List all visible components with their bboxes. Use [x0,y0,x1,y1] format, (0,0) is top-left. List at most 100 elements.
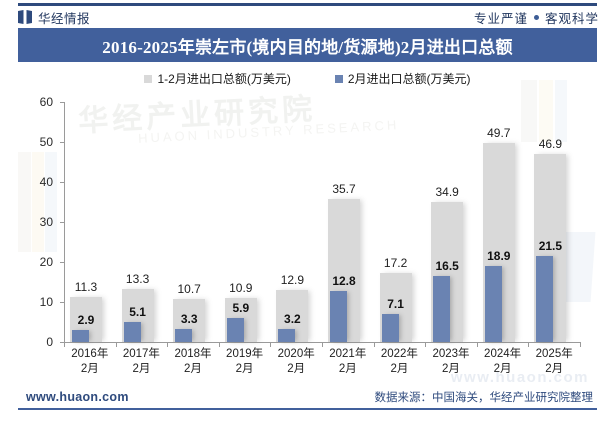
chart-legend: 1-2月进出口总额(万美元) 2月进出口总额(万美元) [18,70,597,87]
bar-group[interactable]: 10.7 3.3 [167,102,219,342]
x-tick-mark [580,342,581,347]
bar-total-value-label: 35.7 [332,182,356,197]
bar-month[interactable] [381,313,399,342]
x-axis-label: 2020年 2月 [270,347,322,377]
x-axis-label-line: 2016年 [71,348,109,360]
bar-month[interactable] [175,328,193,342]
bar-total-value-label: 17.2 [383,256,408,271]
bar-total-value-label: 34.9 [435,185,459,200]
bar-month[interactable] [123,321,141,342]
bar-total-value-label: 13.3 [125,271,150,286]
bar-month-value-label: 3.2 [284,312,301,327]
legend-item-1[interactable]: 2月进出口总额(万美元) [334,70,471,87]
bar-group[interactable]: 34.9 16.5 [425,102,477,342]
top-divider [18,3,597,6]
x-tick-mark [528,342,529,347]
brand-label: 华经情报 [38,11,91,26]
x-axis-label: 2021年 2月 [322,347,374,377]
x-axis-label: 2023年 2月 [425,347,477,377]
bar-month[interactable] [433,276,451,342]
x-axis-label-line: 2月 [545,363,564,375]
x-axis-label-line: 2月 [184,363,202,375]
y-tick-label: 30 [39,215,53,229]
x-axis-label: 2016年 2月 [64,347,116,377]
bar-month-value-label: 2.9 [77,313,95,328]
footer-divider [18,408,597,410]
bar-group[interactable]: 17.2 7.1 [374,102,426,342]
bar-group[interactable]: 13.3 5.1 [116,102,168,342]
x-axis-label: 2017年 2月 [116,347,168,377]
x-tick-mark [425,342,426,347]
legend-label: 2月进出口总额(万美元) [347,72,471,86]
x-tick-mark [116,342,117,347]
y-tick-mark: 20 [40,255,64,269]
x-axis-labels: 2016年 2月 2017年 2月 2018年 2月 2019年 2月 2020年 2月 2021年… [64,347,580,383]
bar-month-value-label: 5.1 [129,304,146,319]
bar-total-value-label: 12.9 [280,273,305,288]
site-header: 华经情报 专业严谨 客观科学 [0,6,615,28]
y-tick-label: 10 [39,295,53,309]
x-tick-mark [374,342,375,347]
bar-month[interactable] [72,330,89,342]
bullet-dot-icon [533,15,539,20]
x-axis-label-line: 2020年 [277,348,315,360]
brand[interactable]: 华经情报 [18,8,90,27]
x-axis-label: 2019年 2月 [219,347,271,377]
x-tick-mark [270,342,271,347]
x-axis-label: 2018年 2月 [167,347,219,377]
x-axis-label-line: 2018年 [174,348,212,360]
bar-month[interactable] [484,266,502,342]
bar-month[interactable] [226,318,244,342]
chart-area: 华经产业研究院 HUAON INDUSTRY RESEARCH www.huao… [18,62,597,392]
x-tick-mark [167,342,168,347]
legend-swatch-icon [144,74,153,83]
bar-series-container: 11.3 2.9 13.3 5.1 10.7 3.3 10.9 5.9 12.9 3.2 35.7 1… [64,102,580,342]
x-axis-label-line: 2月 [442,363,460,375]
y-tick-mark: 10 [40,295,64,309]
x-axis-label-line: 2月 [132,363,151,375]
bar-group[interactable]: 46.9 21.5 [528,102,580,342]
x-axis-label-line: 2022年 [380,348,418,360]
x-tick-mark [477,342,478,347]
footer-url[interactable]: www.huaon.com [26,390,129,404]
bar-month[interactable] [536,256,554,342]
x-axis-label-line: 2019年 [226,348,264,360]
x-axis-label-line: 2月 [390,363,409,375]
bar-group[interactable]: 11.3 2.9 [64,102,116,342]
bar-month-value-label: 3.3 [180,311,198,326]
bar-month-value-label: 5.9 [232,301,250,316]
watermark-left-bars [18,152,58,252]
bar-month-value-label: 18.9 [487,249,511,264]
x-axis-label: 2022年 2月 [374,347,426,377]
chart-title-band: 2016-2025年崇左市(境内目的地/货源地)2月进出口总额 [18,28,597,62]
bar-month-value-label: 21.5 [538,239,563,253]
legend-label: 1-2月进出口总额(万美元) [157,72,291,86]
y-tick-label: 0 [46,335,53,349]
header-slogan: 专业严谨 客观科学 [474,8,599,27]
slogan-left-text: 专业严谨 [473,12,528,26]
bar-group[interactable]: 12.9 3.2 [270,102,322,342]
x-axis-label-line: 2017年 [122,348,160,360]
legend-item-0[interactable]: 1-2月进出口总额(万美元) [144,70,291,87]
footer-source: 数据来源：中国海关，华经产业研究院整理 [374,392,594,404]
x-tick-mark [322,342,323,347]
bar-month[interactable] [330,290,347,342]
y-tick-mark: 50 [40,135,64,149]
y-tick-mark: 60 [40,95,64,109]
bar-group[interactable]: 49.7 18.9 [477,102,529,342]
x-axis-label-line: 2023年 [432,348,470,360]
x-axis-label: 2024年 2月 [477,347,529,377]
y-tick-mark: 40 [40,175,64,189]
x-axis-label-line: 2024年 [484,348,522,360]
bar-total-value-label: 10.9 [229,281,253,296]
x-axis-label-line: 2025年 [535,348,573,360]
bar-group[interactable]: 35.7 12.8 [322,102,374,342]
bar-month-value-label: 16.5 [435,259,459,273]
y-tick-label: 60 [39,95,53,109]
bar-month[interactable] [278,329,296,342]
bar-group[interactable]: 10.9 5.9 [219,102,271,342]
y-tick-label: 40 [39,175,53,189]
page-title: 2016-2025年崇左市(境内目的地/货源地)2月进出口总额 [102,37,513,57]
bar-total-value-label: 49.7 [487,126,511,141]
bar-month-value-label: 12.8 [332,273,356,288]
